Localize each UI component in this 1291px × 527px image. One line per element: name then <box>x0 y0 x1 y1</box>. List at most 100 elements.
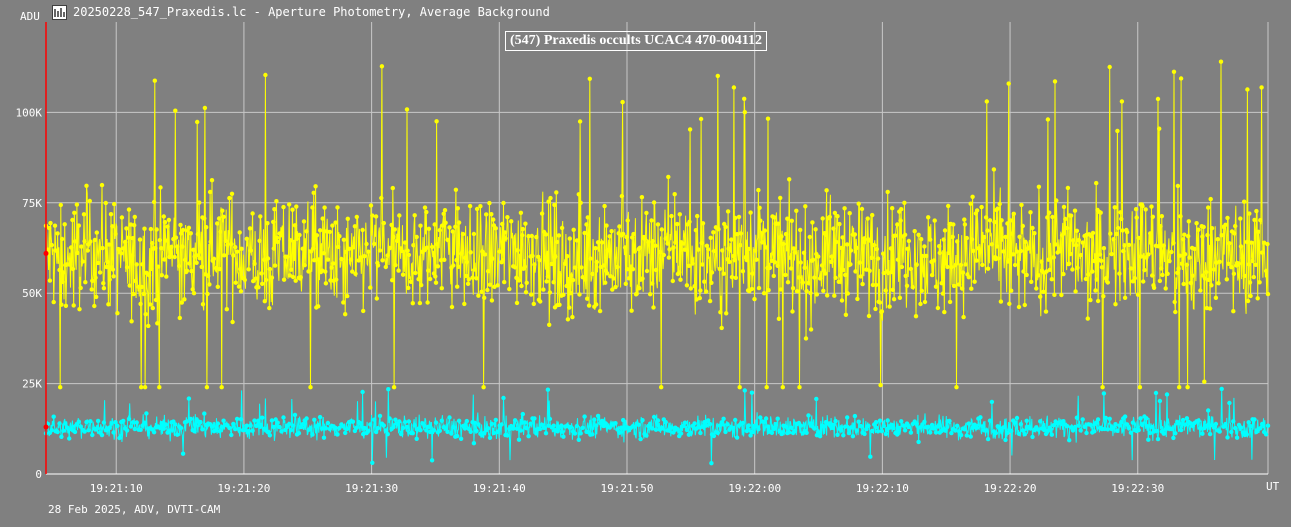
data-point <box>62 222 67 227</box>
data-point <box>651 305 656 310</box>
data-point <box>205 291 210 297</box>
x-tick-label: 19:21:40 <box>473 482 526 495</box>
data-point <box>392 227 397 232</box>
data-point <box>785 216 790 221</box>
data-point <box>531 301 536 307</box>
data-point <box>333 425 338 431</box>
data-point <box>1200 234 1205 239</box>
data-point <box>1038 294 1043 299</box>
data-point <box>1099 258 1104 263</box>
data-point <box>485 287 490 293</box>
x-tick-label: 19:22:20 <box>984 482 1037 495</box>
data-point <box>308 385 313 390</box>
data-point <box>806 280 811 286</box>
data-point <box>128 222 134 227</box>
data-point <box>804 430 809 435</box>
data-point <box>94 230 100 235</box>
data-point <box>501 395 506 401</box>
data-point <box>1258 218 1263 223</box>
data-point <box>1173 309 1178 315</box>
data-point <box>881 270 886 276</box>
data-point <box>850 434 856 439</box>
data-point <box>450 229 455 234</box>
data-point <box>209 178 215 183</box>
data-point <box>1252 217 1257 223</box>
data-point <box>854 428 859 433</box>
data-point <box>296 431 302 436</box>
data-point <box>595 240 601 245</box>
data-point <box>719 325 724 331</box>
data-point <box>221 214 226 219</box>
data-point <box>898 218 903 223</box>
data-point <box>820 216 825 221</box>
data-point <box>250 211 255 216</box>
data-point <box>1001 425 1006 430</box>
data-point <box>780 385 785 390</box>
data-point <box>90 278 95 283</box>
data-point <box>1067 261 1072 266</box>
data-point <box>852 413 858 419</box>
data-point <box>704 289 709 294</box>
data-point <box>833 418 838 424</box>
data-point <box>1019 202 1024 208</box>
data-point <box>651 200 657 205</box>
data-point <box>716 227 721 232</box>
data-point <box>321 435 327 440</box>
data-point <box>530 253 535 259</box>
data-point <box>438 258 444 263</box>
data-point <box>858 274 863 279</box>
data-point <box>335 205 340 210</box>
data-point <box>1076 238 1082 243</box>
data-point <box>1242 273 1248 279</box>
data-point <box>352 428 358 434</box>
data-point <box>875 256 881 261</box>
data-point <box>320 216 325 221</box>
data-point <box>1254 208 1259 214</box>
data-point <box>624 234 629 240</box>
data-point <box>445 429 450 434</box>
data-point <box>111 274 116 279</box>
data-point <box>137 237 143 242</box>
data-point <box>291 239 296 245</box>
data-point <box>970 194 975 199</box>
data-point <box>178 222 183 228</box>
data-point <box>1236 261 1242 266</box>
data-point <box>229 432 234 438</box>
data-point <box>582 414 587 419</box>
data-point <box>999 218 1004 223</box>
data-point <box>980 424 985 429</box>
data-point <box>565 317 571 322</box>
data-point <box>989 399 995 405</box>
data-point <box>1022 302 1027 308</box>
data-point <box>941 237 946 242</box>
data-point <box>161 214 166 219</box>
data-point <box>259 271 264 276</box>
data-point <box>113 231 118 237</box>
data-point <box>860 281 865 287</box>
data-point <box>734 232 740 237</box>
data-point <box>314 233 320 238</box>
data-point <box>279 233 284 238</box>
data-point <box>632 249 637 254</box>
data-point <box>1028 210 1033 215</box>
data-point <box>579 265 584 270</box>
data-point <box>1265 423 1271 428</box>
data-point <box>387 245 392 251</box>
data-point <box>238 289 244 294</box>
data-point <box>798 423 803 428</box>
data-point <box>969 286 974 291</box>
x-tick-label: 19:21:10 <box>90 482 143 495</box>
data-point <box>345 426 350 431</box>
data-point <box>958 262 964 268</box>
data-point <box>177 263 182 269</box>
data-point <box>544 279 549 284</box>
data-point <box>361 308 366 314</box>
data-point <box>1140 204 1145 209</box>
data-point <box>926 424 931 429</box>
data-point <box>672 192 677 197</box>
data-point <box>731 425 736 431</box>
data-point <box>895 432 900 437</box>
data-point <box>1049 277 1055 282</box>
data-point <box>86 428 91 433</box>
data-point <box>760 240 765 245</box>
